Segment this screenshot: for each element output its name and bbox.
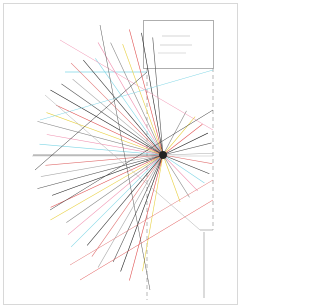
hub — [159, 151, 167, 159]
technical-drawing — [0, 0, 241, 308]
background — [0, 0, 241, 308]
